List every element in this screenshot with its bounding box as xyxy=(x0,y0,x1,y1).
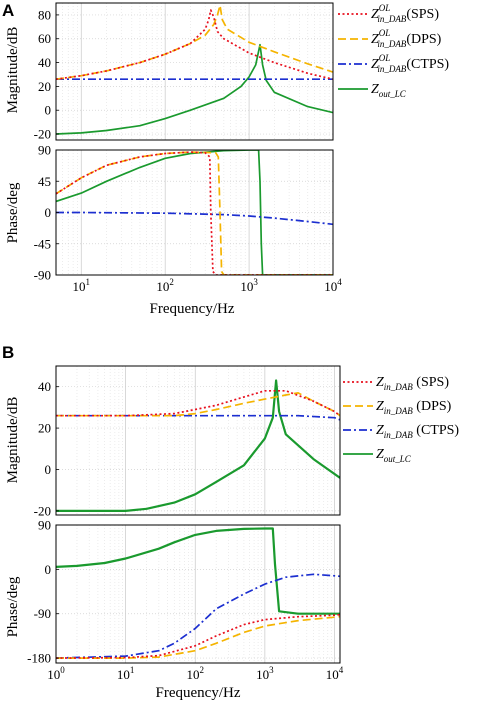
panel-b-mag-ylabel: Magnitude/dB xyxy=(5,397,21,484)
series-line-1 xyxy=(56,4,333,81)
y-tick-label: -180 xyxy=(27,651,51,666)
legend-entry: Zout_LC xyxy=(371,82,407,99)
y-tick-label: 0 xyxy=(45,205,52,220)
series-line-3 xyxy=(56,43,333,135)
series-line-0 xyxy=(56,613,340,659)
plot-b-mag: 40 20 0 -20 xyxy=(34,365,341,518)
legend-entry: ZOL in_DAB(CTPS) xyxy=(371,53,449,74)
series-line-0 xyxy=(56,9,333,81)
y-tick-label: -90 xyxy=(34,268,51,283)
series-line-0 xyxy=(56,389,340,417)
y-tick-label: -90 xyxy=(34,606,51,621)
legend-entry: Zin_DAB (DPS) xyxy=(376,399,452,416)
x-tick-label: 103 xyxy=(256,665,274,682)
panel-a-phase-ylabel: Phase/deg xyxy=(5,182,21,243)
y-tick-label: 90 xyxy=(38,143,51,158)
x-tick-label: 103 xyxy=(240,277,258,294)
series-line-1 xyxy=(56,615,340,659)
x-tick-label: 104 xyxy=(324,277,342,294)
x-tick-label: 101 xyxy=(73,277,91,294)
plot-area xyxy=(56,3,333,140)
series-group xyxy=(56,379,340,512)
panel-b-xlabel: Frequency/Hz xyxy=(156,685,241,701)
series-group xyxy=(56,527,340,659)
y-tick-label: -45 xyxy=(34,236,51,251)
plot-area xyxy=(56,525,340,663)
series-line-2 xyxy=(56,573,340,659)
legend-entry: Zout_LC xyxy=(376,447,412,464)
y-tick-label: 20 xyxy=(38,421,51,436)
x-tick-label: 100 xyxy=(47,665,65,682)
y-tick-label: -20 xyxy=(34,127,51,142)
axes-frame xyxy=(55,2,334,141)
y-tick-label: 20 xyxy=(38,79,51,94)
x-tick-label: 102 xyxy=(156,277,174,294)
series-line-0 xyxy=(56,151,333,275)
legend-entry: Zin_DAB (CTPS) xyxy=(376,423,459,440)
legend-entry: ZOL in_DAB(DPS) xyxy=(371,28,442,49)
x-tick-label: 104 xyxy=(326,665,344,682)
x-tick-label: 102 xyxy=(186,665,204,682)
panel-a-letter: A xyxy=(2,1,14,20)
y-tick-label: 0 xyxy=(45,103,52,118)
axes-frame xyxy=(55,365,341,516)
series-group xyxy=(56,4,333,135)
y-tick-label: 40 xyxy=(38,55,51,70)
y-tick-label: 40 xyxy=(38,379,51,394)
series-line-2 xyxy=(56,414,340,421)
y-tick-label: 45 xyxy=(38,174,51,189)
plot-a-phase: 90 45 0 -45 -90 101 102 103 104 xyxy=(34,143,343,295)
panel-b-letter: B xyxy=(2,343,14,362)
series-line-3 xyxy=(56,527,340,615)
panel-a-mag-ylabel: Magnitude/dB xyxy=(5,27,21,114)
series-line-3 xyxy=(56,379,340,512)
legend-entry: Zin_DAB (SPS) xyxy=(376,375,449,392)
y-tick-label: 60 xyxy=(38,31,51,46)
y-tick-label: -20 xyxy=(34,503,51,518)
panel-a-xlabel: Frequency/Hz xyxy=(150,301,235,317)
grid xyxy=(55,524,340,663)
plot-a-mag: 80 60 40 20 0 -20 xyxy=(34,2,334,142)
legend-b: Zin_DAB (SPS) Zin_DAB (DPS) Zin_DAB (CTPS)… xyxy=(343,375,459,464)
panel-b-phase-ylabel: Phase/deg xyxy=(5,576,21,637)
y-tick-label: 80 xyxy=(38,7,51,22)
y-tick-label: 90 xyxy=(38,518,51,533)
y-tick-label: 0 xyxy=(45,462,52,477)
axes-frame xyxy=(55,524,341,664)
legend-entry: ZOL in_DAB(SPS) xyxy=(371,3,439,24)
x-tick-label: 101 xyxy=(117,665,135,682)
series-line-1 xyxy=(56,151,333,275)
y-tick-label: 0 xyxy=(45,562,52,577)
series-line-2 xyxy=(56,211,333,226)
legend-a: ZOL in_DAB(SPS) ZOL in_DAB(DPS) ZOL in_DAB(CT… xyxy=(338,3,449,99)
